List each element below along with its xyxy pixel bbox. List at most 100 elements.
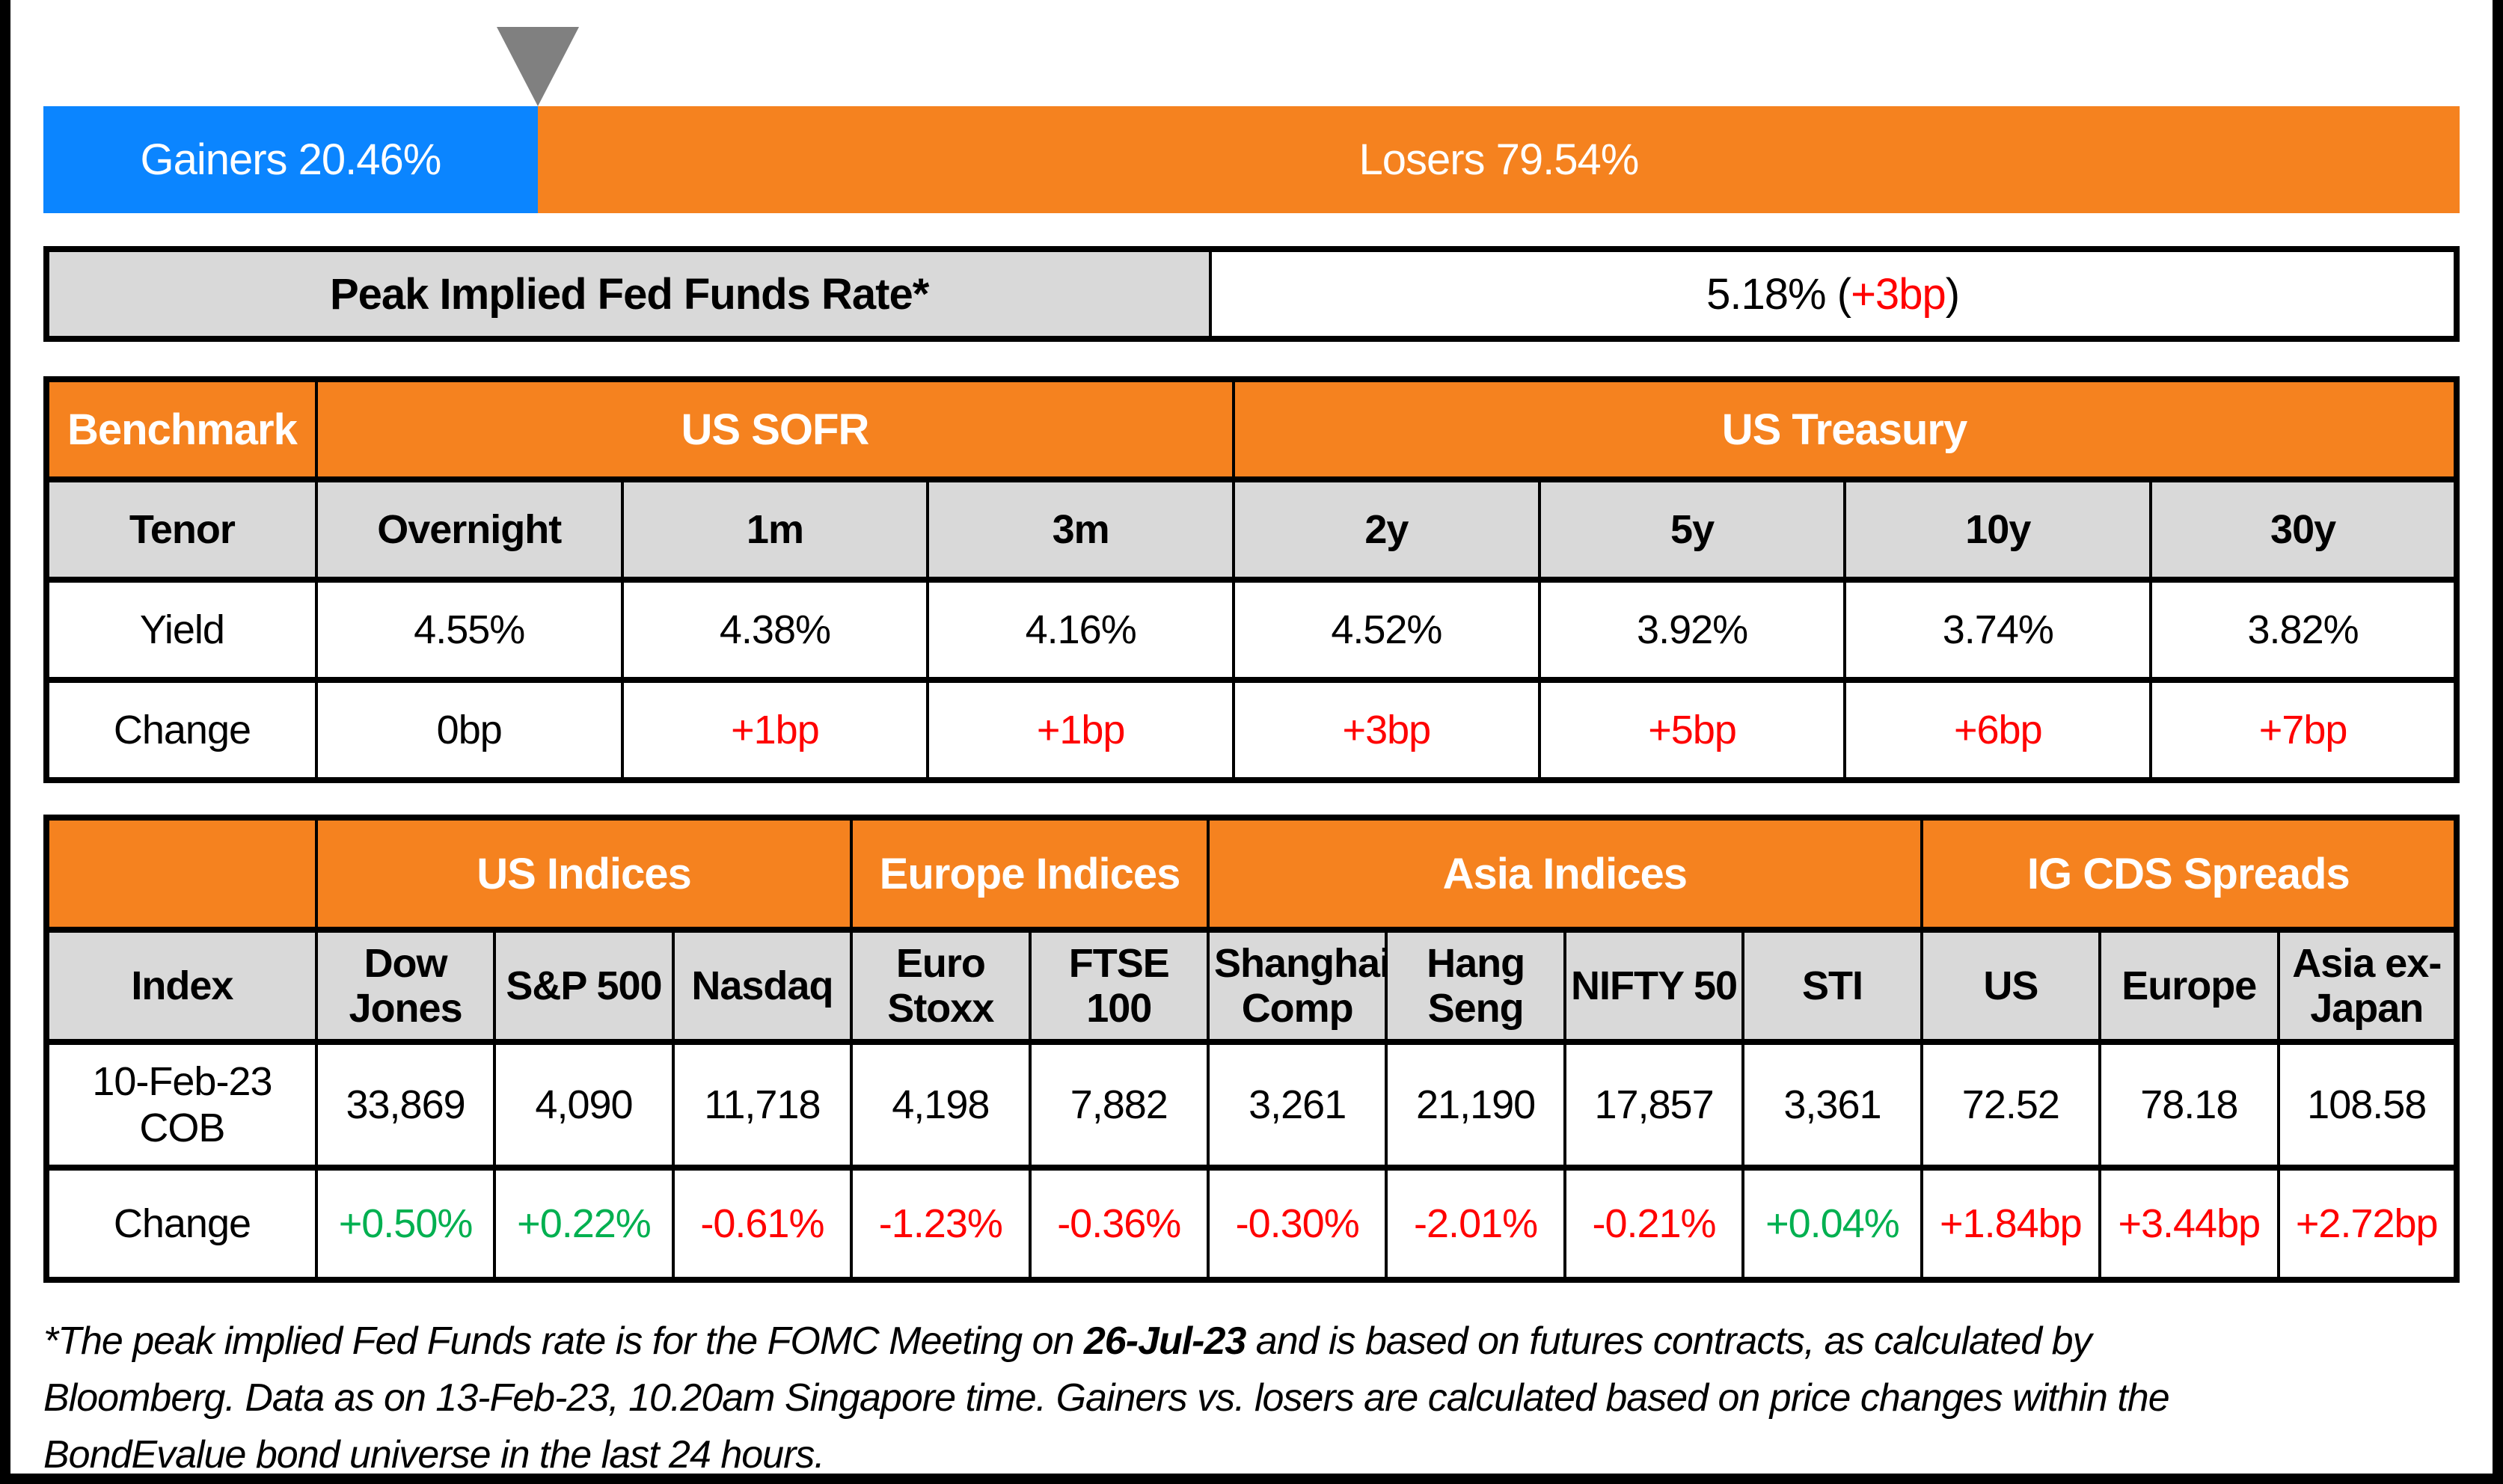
yield-1m: 4.38% (620, 578, 930, 681)
change-10y: +6bp (1843, 678, 2153, 782)
change-hang-seng: -2.01% (1385, 1166, 1566, 1281)
us-treasury-group-header: US Treasury (1232, 378, 2458, 481)
index-header-cds-europe: Europe (2098, 928, 2280, 1043)
index-header-ftse100: FTSE 100 (1028, 928, 1210, 1043)
tenor-header-10y: 10y (1843, 478, 2153, 581)
change-5y: +5bp (1537, 678, 1847, 782)
index-header-euro-stoxx: Euro Stoxx (850, 928, 1032, 1043)
europe-indices-group-header: Europe Indices (850, 816, 1210, 931)
indices-corner-header (45, 816, 318, 931)
benchmark-group-header-row: Benchmark US SOFR US Treasury (45, 378, 2458, 481)
change-shanghai-comp: -0.30% (1206, 1166, 1388, 1281)
cob-cds-asia-ex-japan: 108.58 (2276, 1040, 2458, 1169)
footnote-line3: BondEvalue bond universe in the last 24 … (43, 1433, 825, 1477)
change-cds-europe: +3.44bp (2098, 1166, 2280, 1281)
yield-5y: 3.92% (1537, 578, 1847, 681)
yield-row-label: Yield (45, 578, 318, 681)
losers-segment: Losers 79.54% (537, 106, 2460, 213)
footnote: *The peak implied Fed Funds rate is for … (43, 1313, 2460, 1477)
change-sti: +0.04% (1741, 1166, 1923, 1281)
footnote-line1-rest: and is based on futures contracts, as ca… (1246, 1319, 2092, 1363)
change-cds-us: +1.84bp (1920, 1166, 2102, 1281)
change-overnight: 0bp (314, 678, 624, 782)
marker-row (43, 27, 2460, 106)
us-indices-group-header: US Indices (314, 816, 854, 931)
cob-cds-europe: 78.18 (2098, 1040, 2280, 1169)
peak-rate-close-paren: ) (1945, 269, 1960, 319)
change-cds-asia-ex-japan: +2.72bp (2276, 1166, 2458, 1281)
change-3m: +1bp (926, 678, 1236, 782)
losers-label: Losers 79.54% (1358, 135, 1639, 184)
index-header-nifty50: NIFTY 50 (1563, 928, 1745, 1043)
change-30y: +7bp (2149, 678, 2458, 782)
index-header-cds-asia-ex-japan: Asia ex-Japan (2276, 928, 2458, 1043)
index-header-hang-seng: Hang Seng (1385, 928, 1566, 1043)
cob-euro-stoxx: 4,198 (850, 1040, 1032, 1169)
change-euro-stoxx: -1.23% (850, 1166, 1032, 1281)
indices-change-row-label: Change (45, 1166, 318, 1281)
benchmark-yields-table: Benchmark US SOFR US Treasury Tenor Over… (43, 376, 2460, 783)
gainers-losers-bar-area: Gainers 20.46% Losers 79.54% (43, 27, 2460, 213)
yield-overnight: 4.55% (314, 578, 624, 681)
cob-sp500: 4,090 (493, 1040, 675, 1169)
yield-row: Yield 4.55% 4.38% 4.16% 4.52% 3.92% 3.74… (45, 578, 2458, 681)
yield-3m: 4.16% (926, 578, 1236, 681)
cob-row: 10-Feb-23 COB 33,869 4,090 11,718 4,198 … (45, 1040, 2458, 1169)
footnote-fomc-date: 26-Jul-23 (1083, 1319, 1246, 1363)
cob-hang-seng: 21,190 (1385, 1040, 1566, 1169)
peak-rate-value-cell: 5.18% (+3bp) (1209, 248, 2458, 340)
index-header-sp500: S&P 500 (493, 928, 675, 1043)
tenor-header-3m: 3m (926, 478, 1236, 581)
change-sp500: +0.22% (493, 1166, 675, 1281)
peak-rate-label-cell: Peak Implied Fed Funds Rate* (44, 248, 1213, 340)
cob-row-label: 10-Feb-23 COB (45, 1040, 318, 1169)
change-ftse100: -0.36% (1028, 1166, 1210, 1281)
change-nasdaq: -0.61% (671, 1166, 854, 1281)
cob-dow-jones: 33,869 (314, 1040, 497, 1169)
cob-cds-us: 72.52 (1920, 1040, 2102, 1169)
indices-group-header-row: US Indices Europe Indices Asia Indices I… (45, 816, 2459, 931)
change-nifty50: -0.21% (1563, 1166, 1745, 1281)
gainers-losers-bar: Gainers 20.46% Losers 79.54% (43, 106, 2460, 213)
index-header-cds-us: US (1920, 928, 2102, 1043)
tenor-header-5y: 5y (1537, 478, 1847, 581)
index-header-nasdaq: Nasdaq (671, 928, 854, 1043)
peak-rate-value: 5.18% ( (1706, 269, 1851, 319)
tenor-header-30y: 30y (2149, 478, 2458, 581)
tenor-header-overnight: Overnight (314, 478, 624, 581)
index-header-dow-jones: Dow Jones (314, 928, 497, 1043)
tenor-header-2y: 2y (1232, 478, 1541, 581)
footnote-line2: Bloomberg. Data as on 13-Feb-23, 10.20am… (43, 1376, 2170, 1420)
peak-rate-table: Peak Implied Fed Funds Rate* 5.18% (+3bp… (43, 246, 2460, 342)
indices-change-row: Change +0.50% +0.22% -0.61% -1.23% -0.36… (45, 1166, 2458, 1281)
change-1m: +1bp (620, 678, 930, 782)
index-name-header-row: Index Dow Jones S&P 500 Nasdaq Euro Stox… (45, 928, 2458, 1043)
index-row-label: Index (45, 928, 318, 1043)
index-header-shanghai-comp: Shanghai Comp (1206, 928, 1388, 1043)
gainers-label: Gainers 20.46% (140, 135, 441, 184)
peak-rate-row: Peak Implied Fed Funds Rate* 5.18% (+3bp… (44, 248, 2458, 340)
yield-10y: 3.74% (1843, 578, 2153, 681)
yield-30y: 3.82% (2149, 578, 2458, 681)
change-dow-jones: +0.50% (314, 1166, 497, 1281)
cob-shanghai-comp: 3,261 (1206, 1040, 1388, 1169)
benchmark-corner-header: Benchmark (45, 378, 318, 481)
benchmark-change-row: Change 0bp +1bp +1bp +3bp +5bp +6bp +7bp (45, 678, 2458, 782)
tenor-header-row: Tenor Overnight 1m 3m 2y 5y 10y 30y (45, 478, 2458, 581)
change-2y: +3bp (1232, 678, 1541, 782)
cob-nifty50: 17,857 (1563, 1040, 1745, 1169)
cob-sti: 3,361 (1741, 1040, 1923, 1169)
gainers-losers-divider-triangle-icon (496, 27, 579, 106)
cob-ftse100: 7,882 (1028, 1040, 1210, 1169)
tenor-header-1m: 1m (620, 478, 930, 581)
cob-nasdaq: 11,718 (671, 1040, 854, 1169)
footnote-line1-pre: *The peak implied Fed Funds rate is for … (43, 1319, 1084, 1363)
ig-cds-spreads-group-header: IG CDS Spreads (1920, 816, 2459, 931)
indices-cds-table: US Indices Europe Indices Asia Indices I… (43, 815, 2460, 1283)
us-sofr-group-header: US SOFR (314, 378, 1236, 481)
gainers-segment: Gainers 20.46% (43, 106, 538, 213)
asia-indices-group-header: Asia Indices (1206, 816, 1923, 931)
index-header-sti: STI (1741, 928, 1923, 1043)
yield-2y: 4.52% (1232, 578, 1541, 681)
